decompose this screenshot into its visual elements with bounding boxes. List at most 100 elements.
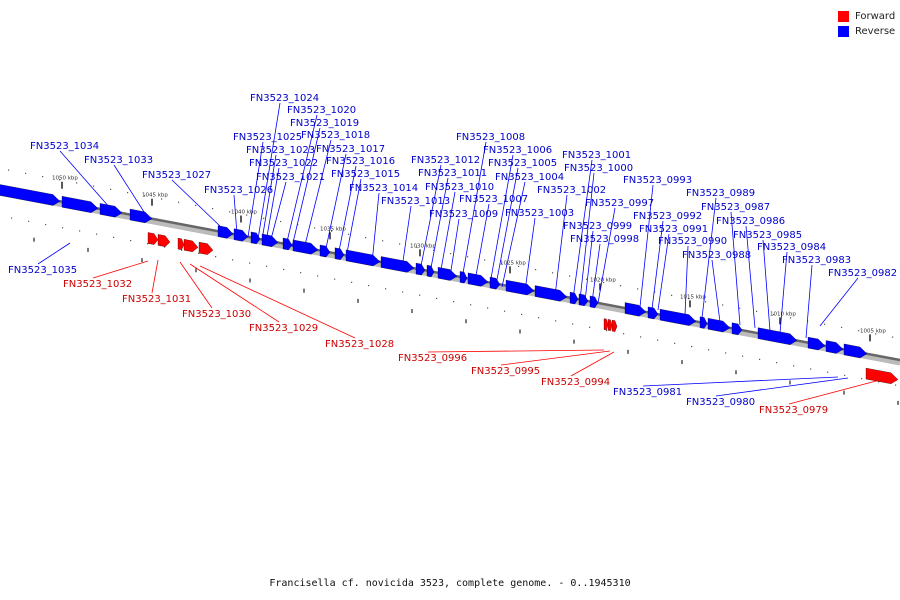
scale-dot — [450, 253, 452, 255]
gene-label[interactable]: FN3523_1029 — [249, 323, 318, 334]
reverse-gene-feature — [250, 231, 261, 245]
gene-label[interactable]: FN3523_0980 — [686, 397, 755, 408]
scale-dot — [110, 188, 112, 190]
scale-dot — [793, 365, 795, 367]
gene-label[interactable]: FN3523_0984 — [757, 242, 826, 253]
scale-dot — [453, 301, 455, 303]
reverse-gene-feature — [380, 256, 415, 273]
gene-label[interactable]: FN3523_0986 — [716, 216, 785, 227]
gene-label[interactable]: FN3523_1032 — [63, 279, 132, 290]
gene-label[interactable]: FN3523_0995 — [471, 366, 540, 377]
gene-label[interactable]: FN3523_1028 — [325, 339, 394, 350]
gene-label[interactable]: FN3523_1012 — [411, 155, 480, 166]
reverse-gene-feature — [659, 308, 697, 326]
reverse-gene-feature — [233, 228, 249, 242]
gene-label[interactable]: FN3523_1030 — [182, 309, 251, 320]
gene-label[interactable]: FN3523_0988 — [682, 250, 751, 261]
kbp-label: 1030 kbp — [410, 243, 436, 249]
scale-dot — [487, 307, 489, 309]
gene-label[interactable]: FN3523_0992 — [633, 211, 702, 222]
gene-label[interactable]: FN3523_1021 — [256, 172, 325, 183]
gene-label[interactable]: FN3523_0999 — [563, 221, 632, 232]
leader-line — [779, 251, 788, 334]
gene-label[interactable]: FN3523_0996 — [398, 353, 467, 364]
gene-label[interactable]: FN3523_1017 — [316, 144, 385, 155]
gene-label[interactable]: FN3523_1009 — [429, 209, 498, 220]
scale-dot — [657, 339, 659, 341]
reverse-gene-feature — [261, 233, 279, 247]
leader-line — [591, 243, 601, 303]
kbp-label: 1025 kbp — [500, 260, 526, 266]
leader-line — [291, 127, 321, 248]
gene-label[interactable]: FN3523_1007 — [459, 194, 528, 205]
gene-label[interactable]: FN3523_1035 — [8, 265, 77, 276]
scale-dot — [759, 358, 761, 360]
reverse-gene-feature — [459, 271, 468, 284]
scale-dot — [300, 272, 302, 274]
scale-dot — [671, 294, 673, 296]
leader-line — [257, 102, 281, 240]
gene-label[interactable]: FN3523_0997 — [585, 198, 654, 209]
gene-label[interactable]: FN3523_0998 — [570, 234, 639, 245]
gene-label[interactable]: FN3523_0987 — [701, 202, 770, 213]
leader-line — [474, 203, 490, 282]
gene-label[interactable]: FN3523_1010 — [425, 182, 494, 193]
gene-label[interactable]: FN3523_1013 — [381, 196, 450, 207]
reverse-gene-feature — [699, 316, 708, 329]
gene-label[interactable]: FN3523_0979 — [759, 405, 828, 416]
scale-dot — [708, 349, 710, 351]
leader-line — [489, 154, 514, 285]
leader-line — [189, 263, 280, 323]
scale-dot — [215, 256, 217, 258]
reverse-gene-feature — [647, 306, 659, 320]
gene-label[interactable]: FN3523_1015 — [331, 169, 400, 180]
gene-label[interactable]: FN3523_0981 — [613, 387, 682, 398]
gene-label[interactable]: FN3523_1019 — [290, 118, 359, 129]
gene-label[interactable]: FN3523_1018 — [301, 130, 370, 141]
gene-label[interactable]: FN3523_1005 — [488, 158, 557, 169]
scale-dot — [790, 317, 792, 319]
gene-label[interactable]: FN3523_1002 — [537, 185, 606, 196]
gene-label[interactable]: FN3523_0991 — [639, 224, 708, 235]
leader-line — [805, 264, 813, 339]
gene-label[interactable]: FN3523_1000 — [564, 163, 633, 174]
scale-dot — [147, 243, 149, 245]
gene-label[interactable]: FN3523_1033 — [84, 155, 153, 166]
gene-label[interactable]: FN3523_1020 — [287, 105, 356, 116]
scale-dot — [232, 259, 234, 261]
gene-label[interactable]: FN3523_1034 — [30, 141, 99, 152]
leader-line — [449, 218, 460, 278]
gene-label[interactable]: FN3523_1008 — [456, 132, 525, 143]
leader-line — [597, 207, 616, 304]
gene-label[interactable]: FN3523_1011 — [418, 168, 487, 179]
gene-label[interactable]: FN3523_1022 — [249, 158, 318, 169]
gene-label[interactable]: FN3523_0982 — [828, 268, 897, 279]
gene-label[interactable]: FN3523_1027 — [142, 170, 211, 181]
gene-label[interactable]: FN3523_0994 — [541, 377, 610, 388]
gene-label[interactable]: FN3523_1024 — [250, 93, 319, 104]
leader-line — [579, 172, 595, 301]
scale-dot — [113, 236, 115, 238]
scale-dot — [93, 185, 95, 187]
reverse-gene-feature — [569, 291, 579, 305]
gene-label[interactable]: FN3523_0989 — [686, 188, 755, 199]
gene-label[interactable]: FN3523_1016 — [326, 156, 395, 167]
gene-label[interactable]: FN3523_1023 — [246, 145, 315, 156]
gene-label[interactable]: FN3523_0983 — [782, 255, 851, 266]
gene-label[interactable]: FN3523_0990 — [658, 236, 727, 247]
gene-label[interactable]: FN3523_0985 — [733, 230, 802, 241]
gene-label[interactable]: FN3523_1003 — [505, 208, 574, 219]
scale-dot — [246, 214, 248, 216]
gene-label[interactable]: FN3523_1026 — [204, 185, 273, 196]
gene-label[interactable]: FN3523_1014 — [349, 183, 418, 194]
gene-label[interactable]: FN3523_1004 — [495, 172, 564, 183]
gene-label[interactable]: FN3523_1025 — [233, 132, 302, 143]
kbp-markers: 1050 kbp 1045 kbp 1040 kbp 1035 kbp 1030 kbp… — [52, 176, 886, 342]
gene-label[interactable]: FN3523_1031 — [122, 294, 191, 305]
scale-dot — [365, 236, 367, 239]
gene-label[interactable]: FN3523_1001 — [562, 150, 631, 161]
gene-label[interactable]: FN3523_0993 — [623, 175, 692, 186]
gene-label[interactable]: FN3523_1006 — [483, 145, 552, 156]
leader-line — [554, 194, 568, 297]
scale-dot — [45, 223, 47, 226]
